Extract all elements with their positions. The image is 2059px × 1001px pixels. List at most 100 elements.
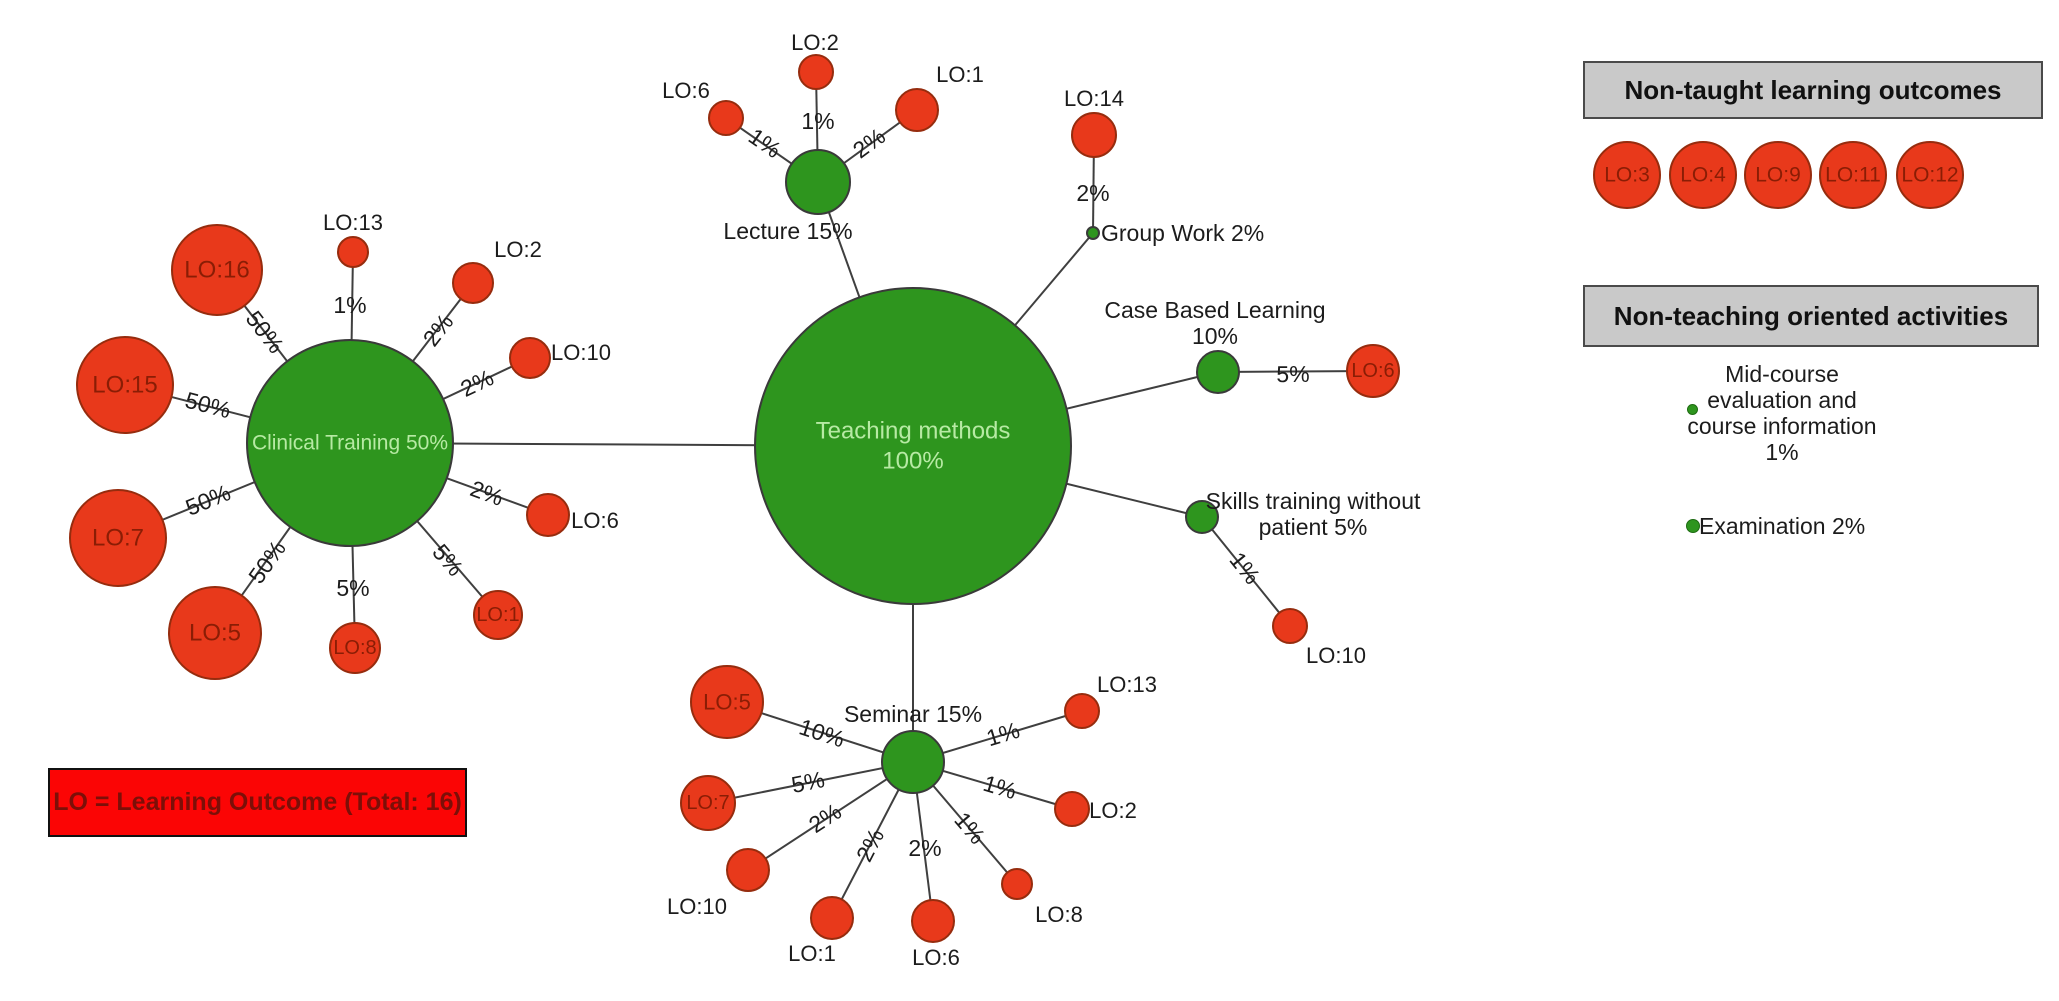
edge-pct-clinical-c_lo16: 50% <box>241 306 290 358</box>
node-label-m_lo2: LO:2 <box>1089 798 1137 823</box>
node-label-c_lo10: LO:10 <box>551 340 611 365</box>
node-c_lo13 <box>337 236 369 268</box>
node-c_lo15 <box>76 336 174 434</box>
node-label-c_lo16: LO:16 <box>184 257 249 284</box>
edge-pct-lecture-l_lo6: 1% <box>744 123 786 163</box>
edge-pct-seminar-m_lo13: 1% <box>983 717 1022 752</box>
edge-pct-seminar-m_lo5: 10% <box>796 714 848 753</box>
node-lecture <box>785 149 851 215</box>
edge-seminar-m_lo7 <box>707 761 914 804</box>
node-label-c_lo15: LO:15 <box>92 372 157 399</box>
edge-seminar-m_lo10 <box>747 761 914 871</box>
node-label-m_lo8: LO:8 <box>1035 902 1083 927</box>
edge-skills-s_lo10 <box>1201 516 1291 627</box>
edge-pct-lecture-l_lo2: 1% <box>801 108 834 134</box>
node-nt_lo11 <box>1819 141 1887 209</box>
node-nt_lo9 <box>1744 141 1812 209</box>
edge-pct-lecture-l_lo1: 2% <box>848 123 890 164</box>
node-label-l_lo1: LO:1 <box>936 62 984 87</box>
node-seminar <box>881 730 945 794</box>
edge-pct-seminar-m_lo7: 5% <box>789 766 827 798</box>
edge-pct-seminar-m_lo10: 2% <box>804 798 846 838</box>
node-label-c_lo13: LO:13 <box>323 210 383 235</box>
node-label-g_lo14: LO:14 <box>1064 86 1124 111</box>
node-nt_lo12 <box>1896 141 1964 209</box>
node-c_lo6 <box>526 493 570 537</box>
edge-pct-clinical-c_lo2: 2% <box>418 309 459 351</box>
node-label-case: 10% <box>1192 323 1238 349</box>
node-c_lo5 <box>168 586 262 680</box>
node-s_lo10 <box>1272 608 1308 644</box>
node-g_lo14 <box>1071 112 1117 158</box>
node-label-groupwork: Group Work 2% <box>1101 220 1264 246</box>
nodes-layer <box>69 54 1964 943</box>
node-c_lo10 <box>509 337 551 379</box>
legend-text: LO = Learning Outcome (Total: 16) <box>53 788 462 816</box>
node-label-nt_lo3: LO:3 <box>1604 164 1650 187</box>
edge-pct-clinical-c_lo10: 2% <box>456 364 497 402</box>
node-l_lo6 <box>708 100 744 136</box>
node-label-m_lo7: LO:7 <box>686 792 729 814</box>
node-label-l_lo6: LO:6 <box>662 78 710 103</box>
node-m_lo5 <box>690 665 764 739</box>
edge-pct-clinical-c_lo6: 2% <box>467 475 507 511</box>
node-label-l_lo2: LO:2 <box>791 30 839 55</box>
non-taught-outcomes-header: Non-taught learning outcomes <box>1583 61 2043 119</box>
node-label-c_lo5: LO:5 <box>189 620 241 647</box>
midcourse-line-3: course information <box>1687 413 1877 439</box>
midcourse-line-4: 1% <box>1765 439 1799 465</box>
examination-activity-label: Examination 2% <box>1699 513 1866 539</box>
midcourse-activity-label: Mid-course evaluation and course informa… <box>1682 361 1882 465</box>
node-m_lo1 <box>810 896 854 940</box>
non-teaching-activities-header: Non-teaching oriented activities <box>1583 285 2039 347</box>
node-label-s_lo10: LO:10 <box>1306 643 1366 668</box>
node-label-skills: patient 5% <box>1259 514 1368 540</box>
node-l_lo1 <box>895 88 939 132</box>
node-label-m_lo5: LO:5 <box>703 690 751 715</box>
node-m_lo13 <box>1064 693 1100 729</box>
edge-pct-seminar-m_lo2: 1% <box>980 770 1019 804</box>
node-teaching <box>754 287 1072 605</box>
node-skills <box>1185 500 1219 534</box>
edge-pct-clinical-c_lo5: 50% <box>243 536 291 589</box>
node-c_lo7 <box>69 489 167 587</box>
legend-box: LO = Learning Outcome (Total: 16) <box>48 768 467 837</box>
node-nt_lo3 <box>1593 141 1661 209</box>
node-label-nt_lo11: LO:11 <box>1825 164 1881 187</box>
node-label-c_lo6: LO:6 <box>571 508 619 533</box>
node-label-skills: Skills training without <box>1206 488 1421 514</box>
non-taught-outcomes-title: Non-taught learning outcomes <box>1624 74 2002 105</box>
node-c_lo2 <box>452 262 494 304</box>
node-label-m_lo1: LO:1 <box>788 941 836 966</box>
node-label-teaching: Teaching methods <box>816 418 1011 445</box>
examination-dot-icon <box>1686 519 1700 533</box>
node-m_lo10 <box>726 848 770 892</box>
node-clinical <box>246 339 454 547</box>
edge-pct-seminar-m_lo1: 2% <box>851 824 889 865</box>
edge-pct-clinical-c_lo15: 50% <box>182 387 233 424</box>
node-c_lo1 <box>473 590 523 640</box>
node-label-m_lo13: LO:13 <box>1097 672 1157 697</box>
node-label-lecture: Lecture 15% <box>723 218 852 244</box>
node-label-m_lo6: LO:6 <box>912 945 960 970</box>
node-m_lo2 <box>1054 791 1090 827</box>
node-label-c_lo7: LO:7 <box>92 525 144 552</box>
edge-pct-clinical-c_lo7: 50% <box>182 479 234 521</box>
node-label-c_lo2: LO:2 <box>494 237 542 262</box>
node-label-cb_lo6: LO:6 <box>1351 360 1394 382</box>
node-groupwork <box>1086 226 1100 240</box>
node-nt_lo4 <box>1669 141 1737 209</box>
edge-pct-clinical-c_lo8: 5% <box>336 575 369 601</box>
node-label-teaching: 100% <box>882 448 943 475</box>
node-c_lo16 <box>171 224 263 316</box>
node-label-seminar: Seminar 15% <box>844 701 982 727</box>
node-c_lo8 <box>329 622 381 674</box>
midcourse-line-1: Mid-course <box>1725 361 1839 387</box>
node-label-case: Case Based Learning <box>1104 297 1325 323</box>
non-teaching-activities-title: Non-teaching oriented activities <box>1613 300 2009 331</box>
node-label-nt_lo4: LO:4 <box>1680 164 1726 187</box>
midcourse-line-2: evaluation and <box>1707 387 1857 413</box>
node-label-m_lo10: LO:10 <box>667 894 727 919</box>
